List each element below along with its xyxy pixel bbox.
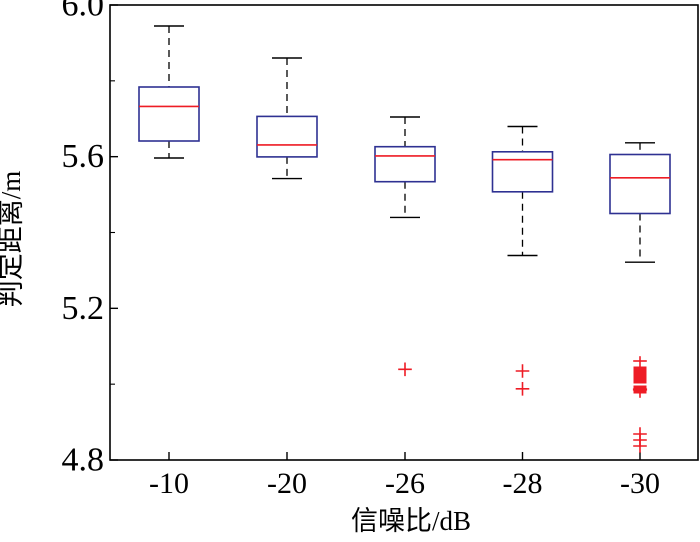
svg-text:5.2: 5.2 [62, 290, 105, 327]
svg-text:-28: -28 [503, 467, 543, 500]
svg-text:-26: -26 [385, 467, 425, 500]
svg-text:5.6: 5.6 [62, 138, 105, 175]
svg-text:-10: -10 [149, 467, 189, 500]
svg-text:-30: -30 [620, 467, 660, 500]
svg-text:4.8: 4.8 [62, 442, 105, 479]
svg-text:信噪比/dB: 信噪比/dB [351, 506, 471, 536]
svg-text:-20: -20 [267, 467, 307, 500]
svg-text:6.0: 6.0 [62, 0, 105, 24]
svg-text:判定距离/m: 判定距离/m [0, 171, 26, 308]
